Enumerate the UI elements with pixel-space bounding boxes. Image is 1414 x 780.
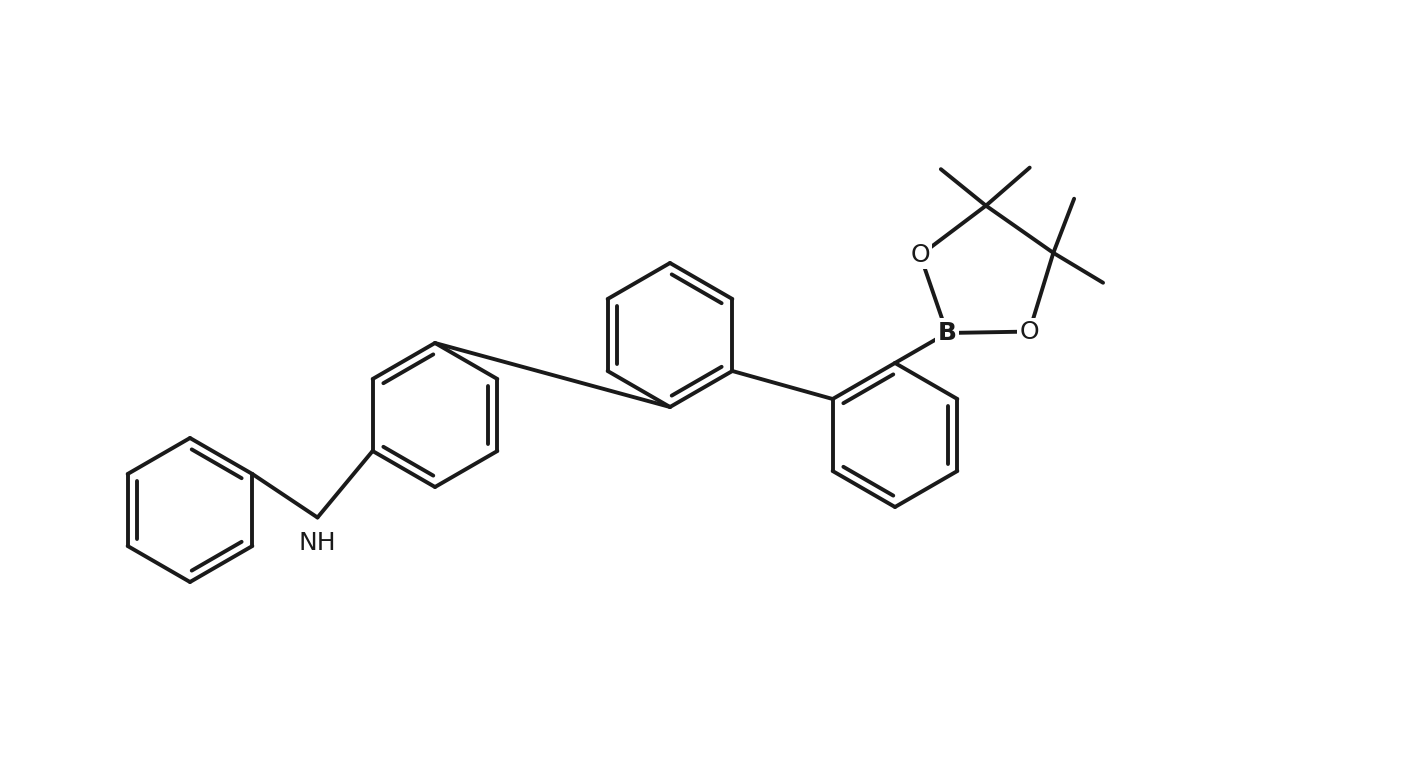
Text: B: B bbox=[937, 321, 956, 345]
Text: O: O bbox=[1019, 320, 1039, 343]
Text: NH: NH bbox=[298, 531, 337, 555]
Text: O: O bbox=[911, 243, 930, 268]
